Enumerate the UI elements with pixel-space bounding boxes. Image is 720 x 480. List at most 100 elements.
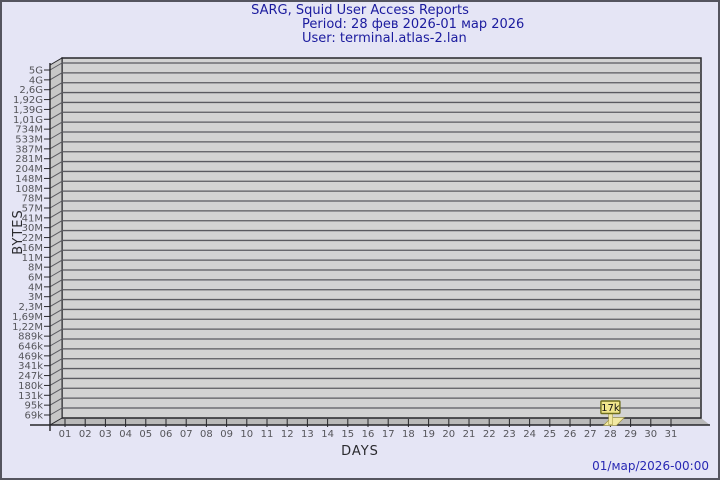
y-tick-label: 69k [24, 411, 43, 422]
x-tick-label: 25 [543, 429, 556, 440]
x-tick-label: 10 [240, 429, 253, 440]
wall-diagonal [49, 161, 63, 170]
x-tick-label: 05 [139, 429, 152, 440]
y-tick-label: 57M [22, 204, 43, 215]
y-tick-label: 204M [15, 164, 43, 175]
y-tick-label: 889k [18, 332, 43, 343]
wall-diagonal [49, 358, 63, 367]
plot-area [61, 57, 702, 419]
wall-diagonal [49, 210, 63, 219]
x-tick-label: 07 [180, 429, 193, 440]
y-tick-label: 1,39G [13, 105, 43, 116]
wall-diagonal [49, 131, 63, 140]
x-tick-label: 17 [382, 429, 395, 440]
x-tick-label: 04 [119, 429, 132, 440]
x-tick-label: 27 [584, 429, 597, 440]
y-tick-label: 4G [29, 75, 43, 86]
wall-diagonal [49, 62, 63, 71]
y-tick-label: 180k [18, 381, 43, 392]
x-tick-label: 06 [160, 429, 173, 440]
wall-diagonal [49, 141, 63, 150]
x-tick-label: 02 [79, 429, 92, 440]
y-tick-label: 95k [24, 401, 43, 412]
y-tick-label: 5G [29, 66, 43, 77]
x-tick-label: 23 [503, 429, 516, 440]
y-tick-label: 281M [15, 154, 43, 165]
x-tick-label: 18 [402, 429, 415, 440]
report-subtitle: Period: 28 фев 2026-01 мар 2026 User: te… [302, 18, 524, 46]
wall-diagonal [49, 239, 63, 248]
x-tick-label: 11 [261, 429, 274, 440]
y-tick-label: 341k [18, 361, 43, 372]
wall-diagonal [49, 259, 63, 268]
wall-diagonal [49, 249, 63, 258]
y-tick-label: 16M [22, 243, 43, 254]
y-tick-label: 8M [28, 263, 43, 274]
wall-diagonal [49, 92, 63, 101]
y-tick-label: 387M [15, 144, 43, 155]
x-tick-label: 09 [220, 429, 233, 440]
report-user: User: terminal.atlas-2.lan [302, 31, 467, 46]
wall-diagonal [49, 279, 63, 288]
value-flag-label: 17k [601, 403, 620, 414]
y-tick-label: 131k [18, 391, 43, 402]
x-tick-label: 28 [604, 429, 617, 440]
wall-diagonal [49, 387, 63, 396]
wall-diagonal [49, 82, 63, 91]
wall-diagonal [49, 111, 63, 120]
y-tick-label: 3M [28, 292, 43, 303]
y-tick-label: 2,6G [19, 85, 43, 96]
x-tick-label: 01 [59, 429, 72, 440]
y-tick-label: 41M [22, 213, 43, 224]
x-tick-label: 30 [644, 429, 657, 440]
wall-diagonal [49, 220, 63, 229]
wall-diagonal [49, 190, 63, 199]
x-tick-label: 29 [624, 429, 637, 440]
y-tick-label: 734M [15, 125, 43, 136]
value-flag [600, 400, 621, 415]
wall-diagonal [49, 308, 63, 317]
wall-diagonal [49, 289, 63, 298]
plot-floor [50, 418, 710, 425]
report-title: SARG, Squid User Access Reports [251, 3, 469, 18]
wall-diagonal [49, 397, 63, 406]
wall-diagonal [49, 101, 63, 110]
x-tick-label: 24 [523, 429, 536, 440]
x-tick-label: 03 [99, 429, 112, 440]
x-tick-label: 15 [341, 429, 354, 440]
y-tick-label: 1,22M [12, 322, 43, 333]
x-tick-label: 12 [281, 429, 294, 440]
wall-diagonal [49, 121, 63, 130]
y-tick-label: 148M [15, 174, 43, 185]
wall-diagonal [49, 368, 63, 377]
wall-diagonal [49, 170, 63, 179]
wall-diagonal [49, 299, 63, 308]
x-tick-label: 16 [362, 429, 375, 440]
flag-stem [608, 412, 613, 425]
y-tick-label: 533M [15, 135, 43, 146]
y-tick-label: 22M [22, 233, 43, 244]
wall-diagonal [49, 180, 63, 189]
x-tick-label: 19 [422, 429, 435, 440]
wall-diagonal [49, 407, 63, 416]
y-tick-label: 78M [22, 194, 43, 205]
wall-diagonal [49, 151, 63, 160]
x-tick-label: 14 [321, 429, 334, 440]
x-tick-label: 08 [200, 429, 213, 440]
y-tick-label: 4M [28, 282, 43, 293]
wall-diagonal [49, 200, 63, 209]
x-tick-label: 26 [564, 429, 577, 440]
wall-diagonal [49, 338, 63, 347]
x-tick-label: 31 [665, 429, 678, 440]
y-tick-label: 1,92G [13, 95, 43, 106]
wall-diagonal [49, 230, 63, 239]
y-tick-label: 30M [22, 223, 43, 234]
y-tick-label: 6M [28, 273, 43, 284]
report-datetime: 01/мар/2026-00:00 [592, 459, 709, 473]
y-tick-label: 1,01G [13, 115, 43, 126]
y-tick-label: 108M [15, 184, 43, 195]
wall-diagonal [49, 377, 63, 386]
x-tick-label: 13 [301, 429, 314, 440]
